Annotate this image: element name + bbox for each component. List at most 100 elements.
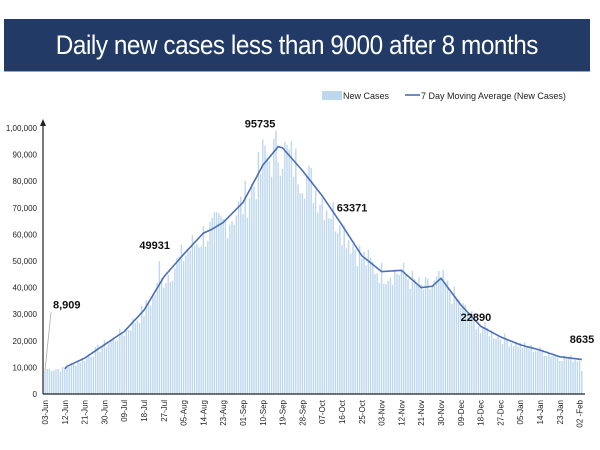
bar-new-cases bbox=[141, 305, 143, 394]
bar-new-cases bbox=[475, 329, 477, 394]
bar-new-cases bbox=[301, 193, 304, 394]
bar-new-cases bbox=[339, 225, 341, 394]
bar-new-cases bbox=[105, 347, 108, 394]
bar-new-cases bbox=[409, 288, 411, 394]
bar-new-cases bbox=[528, 348, 530, 394]
bar-new-cases bbox=[99, 352, 101, 394]
bar-new-cases bbox=[160, 277, 163, 394]
annotation-label: 95735 bbox=[245, 118, 276, 130]
bar-new-cases bbox=[240, 196, 242, 394]
bar-new-cases bbox=[224, 219, 227, 394]
bar-new-cases bbox=[79, 362, 81, 394]
bar-new-cases bbox=[53, 370, 55, 394]
bar-new-cases bbox=[330, 218, 332, 394]
bar-new-cases bbox=[356, 266, 359, 394]
x-tick-label: 12-Nov bbox=[397, 400, 406, 426]
bar-new-cases bbox=[145, 299, 147, 394]
bar-new-cases bbox=[103, 340, 106, 394]
bar-new-cases bbox=[328, 218, 330, 394]
bar-new-cases bbox=[317, 212, 319, 394]
bar-new-cases bbox=[226, 238, 229, 394]
annotation-label: 49931 bbox=[139, 240, 170, 252]
x-tick-label: 28-Sep bbox=[298, 399, 307, 425]
bar-new-cases bbox=[352, 244, 354, 394]
bar-new-cases bbox=[334, 231, 337, 394]
bar-new-cases bbox=[565, 358, 568, 394]
bar-new-cases bbox=[253, 186, 255, 394]
bar-new-cases bbox=[154, 294, 156, 394]
bar-new-cases bbox=[123, 335, 125, 394]
bar-new-cases bbox=[402, 262, 405, 394]
bar-new-cases bbox=[508, 346, 510, 394]
bar-new-cases bbox=[242, 214, 244, 394]
bar-new-cases bbox=[149, 305, 152, 394]
bar-new-cases bbox=[86, 356, 88, 394]
bar-new-cases bbox=[400, 270, 403, 394]
bar-new-cases bbox=[90, 356, 92, 394]
bar-new-cases bbox=[457, 299, 460, 394]
bar-new-cases bbox=[94, 346, 97, 394]
annotation-label: 8635 bbox=[570, 334, 594, 346]
bar-new-cases bbox=[462, 303, 464, 394]
bar-new-cases bbox=[116, 340, 119, 394]
bar-new-cases bbox=[369, 257, 372, 394]
annotations: 8,909 49931 95735 63371 22890 8635 bbox=[44, 118, 594, 371]
bar-new-cases bbox=[246, 217, 249, 394]
bar-new-cases bbox=[398, 275, 400, 394]
bar-new-cases bbox=[526, 346, 528, 394]
bar-new-cases bbox=[237, 201, 240, 394]
bar-new-cases bbox=[306, 176, 308, 394]
bar-new-cases bbox=[380, 262, 383, 394]
bar-new-cases bbox=[88, 355, 90, 394]
bar-new-cases bbox=[493, 338, 495, 394]
x-tick-label: 12-Jun bbox=[61, 400, 70, 424]
bar-new-cases bbox=[178, 256, 180, 394]
bar-new-cases bbox=[132, 318, 134, 394]
bar-new-cases bbox=[273, 138, 275, 394]
bar-new-cases bbox=[427, 278, 429, 394]
bar-new-cases bbox=[222, 218, 224, 394]
bar-new-cases bbox=[363, 251, 365, 394]
y-tick-label: 70,000 bbox=[13, 204, 38, 213]
y-tick-label: 30,000 bbox=[13, 310, 38, 319]
bar-new-cases bbox=[268, 161, 271, 394]
bar-new-cases bbox=[482, 328, 484, 394]
bar-new-cases bbox=[57, 368, 59, 394]
bar-new-cases bbox=[101, 347, 103, 394]
bar-new-cases bbox=[200, 246, 202, 394]
bar-new-cases bbox=[367, 249, 370, 394]
bar-new-cases bbox=[372, 261, 374, 394]
bar-new-cases bbox=[187, 251, 189, 394]
bar-new-cases bbox=[77, 361, 79, 394]
axes bbox=[40, 119, 585, 395]
bar-new-cases bbox=[358, 245, 361, 394]
x-tick-label: 14-Aug bbox=[199, 400, 208, 426]
bar-new-cases bbox=[455, 298, 458, 394]
bar-new-cases bbox=[424, 277, 427, 394]
bar-new-cases bbox=[341, 245, 343, 394]
bar-new-cases bbox=[50, 371, 53, 394]
bar-new-cases bbox=[433, 280, 436, 394]
bar-new-cases bbox=[314, 189, 317, 394]
bar-new-cases bbox=[576, 361, 579, 394]
bar-new-cases bbox=[506, 339, 508, 394]
x-tick-label: 01-Sep bbox=[239, 399, 248, 425]
annotation-leader bbox=[44, 312, 52, 371]
bar-new-cases bbox=[110, 340, 112, 394]
bar-new-cases bbox=[451, 303, 453, 394]
bar-new-cases bbox=[539, 346, 541, 394]
annotation-label: 8,909 bbox=[53, 299, 81, 311]
bar-new-cases bbox=[207, 240, 209, 394]
bar-new-cases bbox=[163, 287, 165, 394]
bar-new-cases bbox=[354, 249, 356, 394]
title-banner: Daily new cases less than 9000 after 8 m… bbox=[4, 19, 590, 72]
bar-new-cases bbox=[499, 339, 502, 394]
bar-new-cases bbox=[537, 350, 539, 394]
bar-new-cases bbox=[176, 257, 178, 394]
x-tick-label: 03-Jun bbox=[41, 400, 50, 424]
bar-new-cases bbox=[570, 355, 572, 394]
bar-new-cases bbox=[376, 273, 378, 394]
bar-new-cases bbox=[413, 278, 416, 394]
bar-new-cases bbox=[275, 130, 277, 394]
bar-new-cases bbox=[534, 350, 537, 394]
